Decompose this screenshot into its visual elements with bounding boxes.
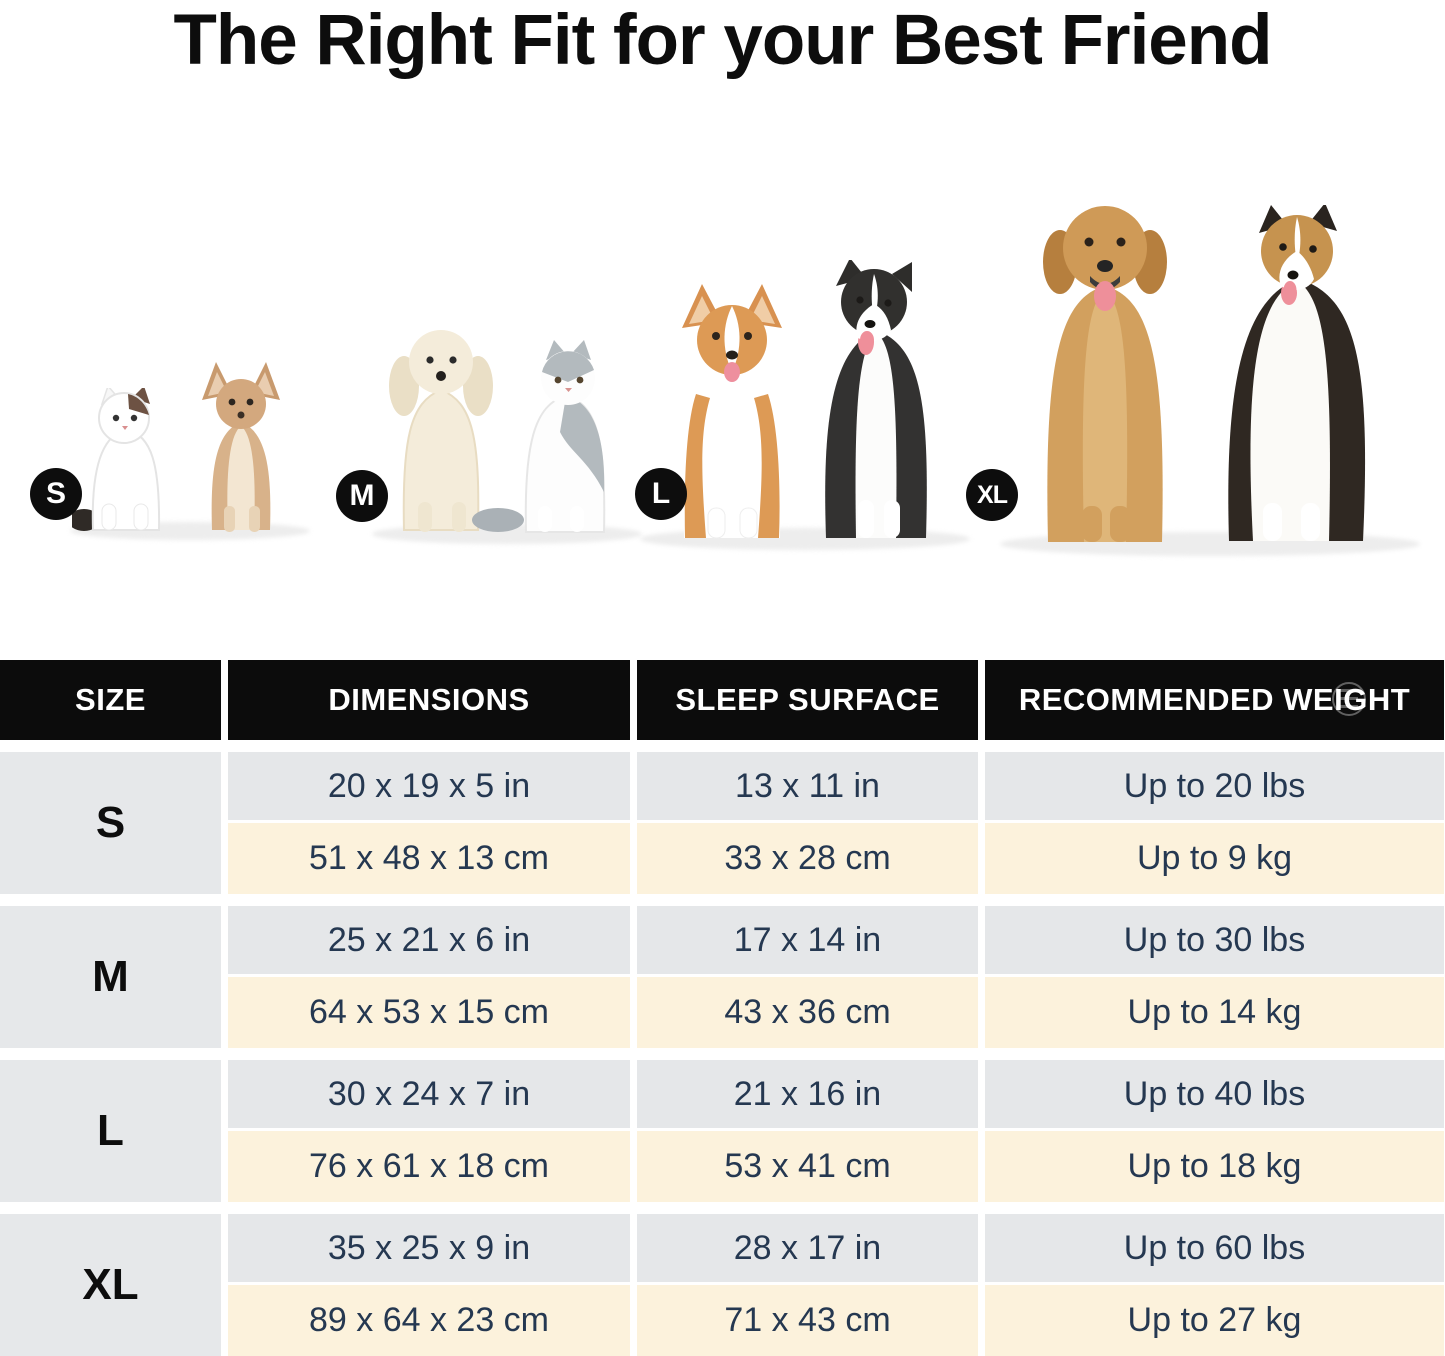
sleep-surface-in-xl: 28 x 17 in xyxy=(637,1214,978,1282)
dimensions-in-m: 25 x 21 x 6 in xyxy=(228,906,630,974)
dimensions-in-l: 30 x 24 x 7 in xyxy=(228,1060,630,1128)
rough-collie-icon xyxy=(1228,205,1366,541)
size-label-s: S xyxy=(0,752,221,894)
weight-lbs-m: Up to 30 lbs xyxy=(985,906,1444,974)
sleep-surface-in-s: 13 x 11 in xyxy=(637,752,978,820)
dimensions-cm-l: 76 x 61 x 18 cm xyxy=(228,1131,630,1202)
dimensions-in-xl: 35 x 25 x 9 in xyxy=(228,1214,630,1282)
header-sleep-surface: SLEEP SURFACE xyxy=(637,660,978,740)
border-collie-icon xyxy=(825,260,927,538)
dimensions-in-s: 20 x 19 x 5 in xyxy=(228,752,630,820)
sleep-surface-cm-l: 53 x 41 cm xyxy=(637,1131,978,1202)
dimensions-col-m: 25 x 21 x 6 in 64 x 53 x 15 cm xyxy=(228,906,630,1048)
weight-lbs-xl: Up to 60 lbs xyxy=(985,1214,1444,1282)
header-size: SIZE xyxy=(0,660,221,740)
sleep-surface-in-l: 21 x 16 in xyxy=(637,1060,978,1128)
header-recommended-weight: RECOMMENDED WEIGHT xyxy=(985,660,1444,740)
size-badge-l-label: L xyxy=(651,477,671,510)
size-badge-xl-label: XL xyxy=(977,480,1008,509)
weight-col-m: Up to 30 lbs Up to 14 kg xyxy=(985,906,1444,1048)
size-label-xl: XL xyxy=(0,1214,221,1356)
sleep-surface-in-m: 17 x 14 in xyxy=(637,906,978,974)
sleep-surface-cm-s: 33 x 28 cm xyxy=(637,823,978,894)
weight-kg-l: Up to 18 kg xyxy=(985,1131,1444,1202)
size-badge-l: L xyxy=(635,468,687,520)
sleep-surface-col-l: 21 x 16 in 53 x 41 cm xyxy=(637,1060,978,1202)
sleep-surface-cm-m: 43 x 36 cm xyxy=(637,977,978,1048)
weight-kg-s: Up to 9 kg xyxy=(985,823,1444,894)
weight-col-l: Up to 40 lbs Up to 18 kg xyxy=(985,1060,1444,1202)
dimensions-col-xl: 35 x 25 x 9 in 89 x 64 x 23 cm xyxy=(228,1214,630,1356)
table-row-s: S 20 x 19 x 5 in 51 x 48 x 13 cm 13 x 11… xyxy=(0,752,1445,894)
weight-col-xl: Up to 60 lbs Up to 27 kg xyxy=(985,1214,1444,1356)
table-row-m: M 25 x 21 x 6 in 64 x 53 x 15 cm 17 x 14… xyxy=(0,906,1445,1048)
brand-watermark-icon xyxy=(1332,682,1366,716)
size-label-l: L xyxy=(0,1060,221,1202)
weight-col-s: Up to 20 lbs Up to 9 kg xyxy=(985,752,1444,894)
dimensions-cm-xl: 89 x 64 x 23 cm xyxy=(228,1285,630,1356)
size-badge-m: M xyxy=(336,470,388,522)
table-row-xl: XL 35 x 25 x 9 in 89 x 64 x 23 cm 28 x 1… xyxy=(0,1214,1445,1356)
table-header-row: SIZE DIMENSIONS SLEEP SURFACE RECOMMENDE… xyxy=(0,660,1445,740)
sleep-surface-col-m: 17 x 14 in 43 x 36 cm xyxy=(637,906,978,1048)
header-dimensions: DIMENSIONS xyxy=(228,660,630,740)
size-badge-m-label: M xyxy=(349,479,375,512)
golden-retriever-icon xyxy=(1043,206,1167,542)
weight-lbs-s: Up to 20 lbs xyxy=(985,752,1444,820)
gray-cat-icon xyxy=(472,340,606,533)
maltese-dog-icon xyxy=(389,330,493,532)
dimensions-cm-s: 51 x 48 x 13 cm xyxy=(228,823,630,894)
dimensions-cm-m: 64 x 53 x 15 cm xyxy=(228,977,630,1048)
weight-kg-xl: Up to 27 kg xyxy=(985,1285,1444,1356)
page-title: The Right Fit for your Best Friend xyxy=(173,1,1272,80)
size-badge-s: S xyxy=(30,468,82,520)
sleep-surface-col-s: 13 x 11 in 33 x 28 cm xyxy=(637,752,978,894)
sleep-surface-cm-xl: 71 x 43 cm xyxy=(637,1285,978,1356)
weight-kg-m: Up to 14 kg xyxy=(985,977,1444,1048)
size-label-m: M xyxy=(0,906,221,1048)
small-cat-icon xyxy=(72,388,161,531)
size-badge-xl: XL xyxy=(966,469,1018,521)
weight-lbs-l: Up to 40 lbs xyxy=(985,1060,1444,1128)
dimensions-col-l: 30 x 24 x 7 in 76 x 61 x 18 cm xyxy=(228,1060,630,1202)
corgi-icon xyxy=(682,284,782,539)
sleep-surface-col-xl: 28 x 17 in 71 x 43 cm xyxy=(637,1214,978,1356)
size-badge-s-label: S xyxy=(45,477,66,510)
size-table: SIZE DIMENSIONS SLEEP SURFACE RECOMMENDE… xyxy=(0,660,1445,1356)
pets-illustration: S M L XL xyxy=(0,0,1445,640)
table-row-l: L 30 x 24 x 7 in 76 x 61 x 18 cm 21 x 16… xyxy=(0,1060,1445,1202)
dimensions-col-s: 20 x 19 x 5 in 51 x 48 x 13 cm xyxy=(228,752,630,894)
chihuahua-icon xyxy=(202,362,280,532)
